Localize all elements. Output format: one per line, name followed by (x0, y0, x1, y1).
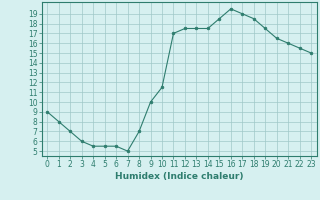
X-axis label: Humidex (Indice chaleur): Humidex (Indice chaleur) (115, 172, 244, 181)
